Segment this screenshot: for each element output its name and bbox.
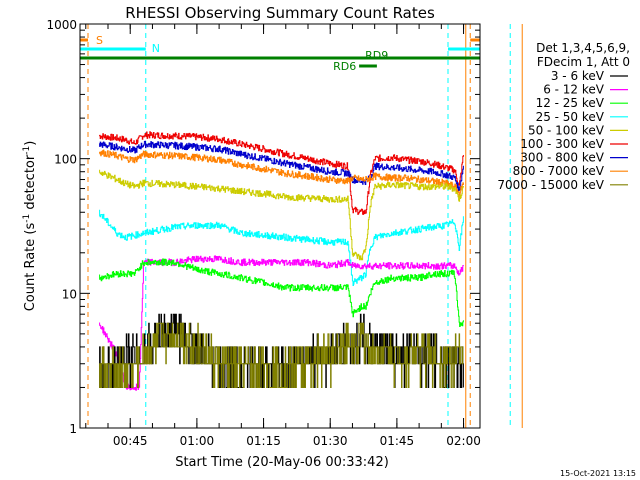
night-flag-label: N — [152, 42, 160, 55]
series-line-300to800keV — [99, 140, 464, 192]
legend-entry-label: 300 - 800 keV — [520, 151, 604, 165]
series-line-12to25keV — [99, 258, 464, 327]
legend: Det 1,3,4,5,6,9, FDecim 1, Att 0 3 - 6 k… — [497, 41, 630, 192]
rd6-flag-label: RD6 — [333, 60, 356, 73]
x-tick-label: 01:45 — [380, 434, 415, 448]
y-axis-label-end: ) — [23, 141, 38, 146]
legend-header-1: Det 1,3,4,5,6,9, — [536, 41, 630, 55]
series-line-50to100keV — [99, 169, 464, 261]
legend-entry-label: 800 - 7000 keV — [513, 164, 605, 178]
series-line-800to7000keV — [99, 149, 464, 198]
plot-area: S N RD9 RD6 — [80, 24, 523, 428]
x-tick-label: 02:00 — [446, 434, 481, 448]
y-tick-label: 100 — [54, 153, 77, 167]
legend-entry-label: 7000 - 15000 keV — [497, 178, 604, 192]
y-tick-label: 10 — [62, 287, 77, 301]
footer-date: 15-Oct-2021 13:15 — [560, 469, 636, 478]
x-tick-label: 01:30 — [313, 434, 348, 448]
legend-entry-label: 12 - 25 keV — [536, 96, 605, 110]
y-tick-label: 1 — [69, 422, 77, 436]
legend-entry-label: 3 - 6 keV — [551, 69, 605, 83]
rd9-flag-label: RD9 — [365, 49, 388, 62]
series-line-100to300keV — [99, 131, 464, 215]
series-line-25to50keV — [99, 209, 464, 286]
y-axis-label-main: Count Rate (s — [23, 223, 38, 312]
y-axis-label-sup2: -1 — [22, 146, 32, 155]
saa-flag-label: S — [96, 34, 103, 47]
x-tick-label: 00:45 — [113, 434, 148, 448]
legend-entry-label: 6 - 12 keV — [543, 83, 605, 97]
x-tick-label: 01:00 — [180, 434, 215, 448]
y-axis-label: Count Rate (s-1 detector-1) — [22, 141, 38, 312]
series-line-7000to15000keV — [99, 322, 464, 388]
legend-entry-label: 50 - 100 keV — [528, 123, 605, 137]
legend-header-2: FDecim 1, Att 0 — [537, 55, 630, 69]
y-tick-label: 1000 — [46, 18, 77, 32]
x-axis-label: Start Time (20-May-06 00:33:42) — [175, 455, 389, 470]
series-line-6to12keV — [99, 255, 464, 391]
plot-frame — [79, 23, 481, 429]
y-axis-label-sup1: -1 — [22, 214, 32, 223]
legend-entry-label: 100 - 300 keV — [520, 137, 604, 151]
x-tick-label: 01:15 — [246, 434, 281, 448]
y-axis-label-mid: detector — [23, 154, 38, 214]
legend-entry-label: 25 - 50 keV — [536, 110, 605, 124]
axes: 1 10 100 1000 00:45 01:00 01:15 01:30 01:45 02:00 — [46, 18, 480, 448]
chart-title: RHESSI Observing Summary Count Rates — [125, 4, 435, 22]
